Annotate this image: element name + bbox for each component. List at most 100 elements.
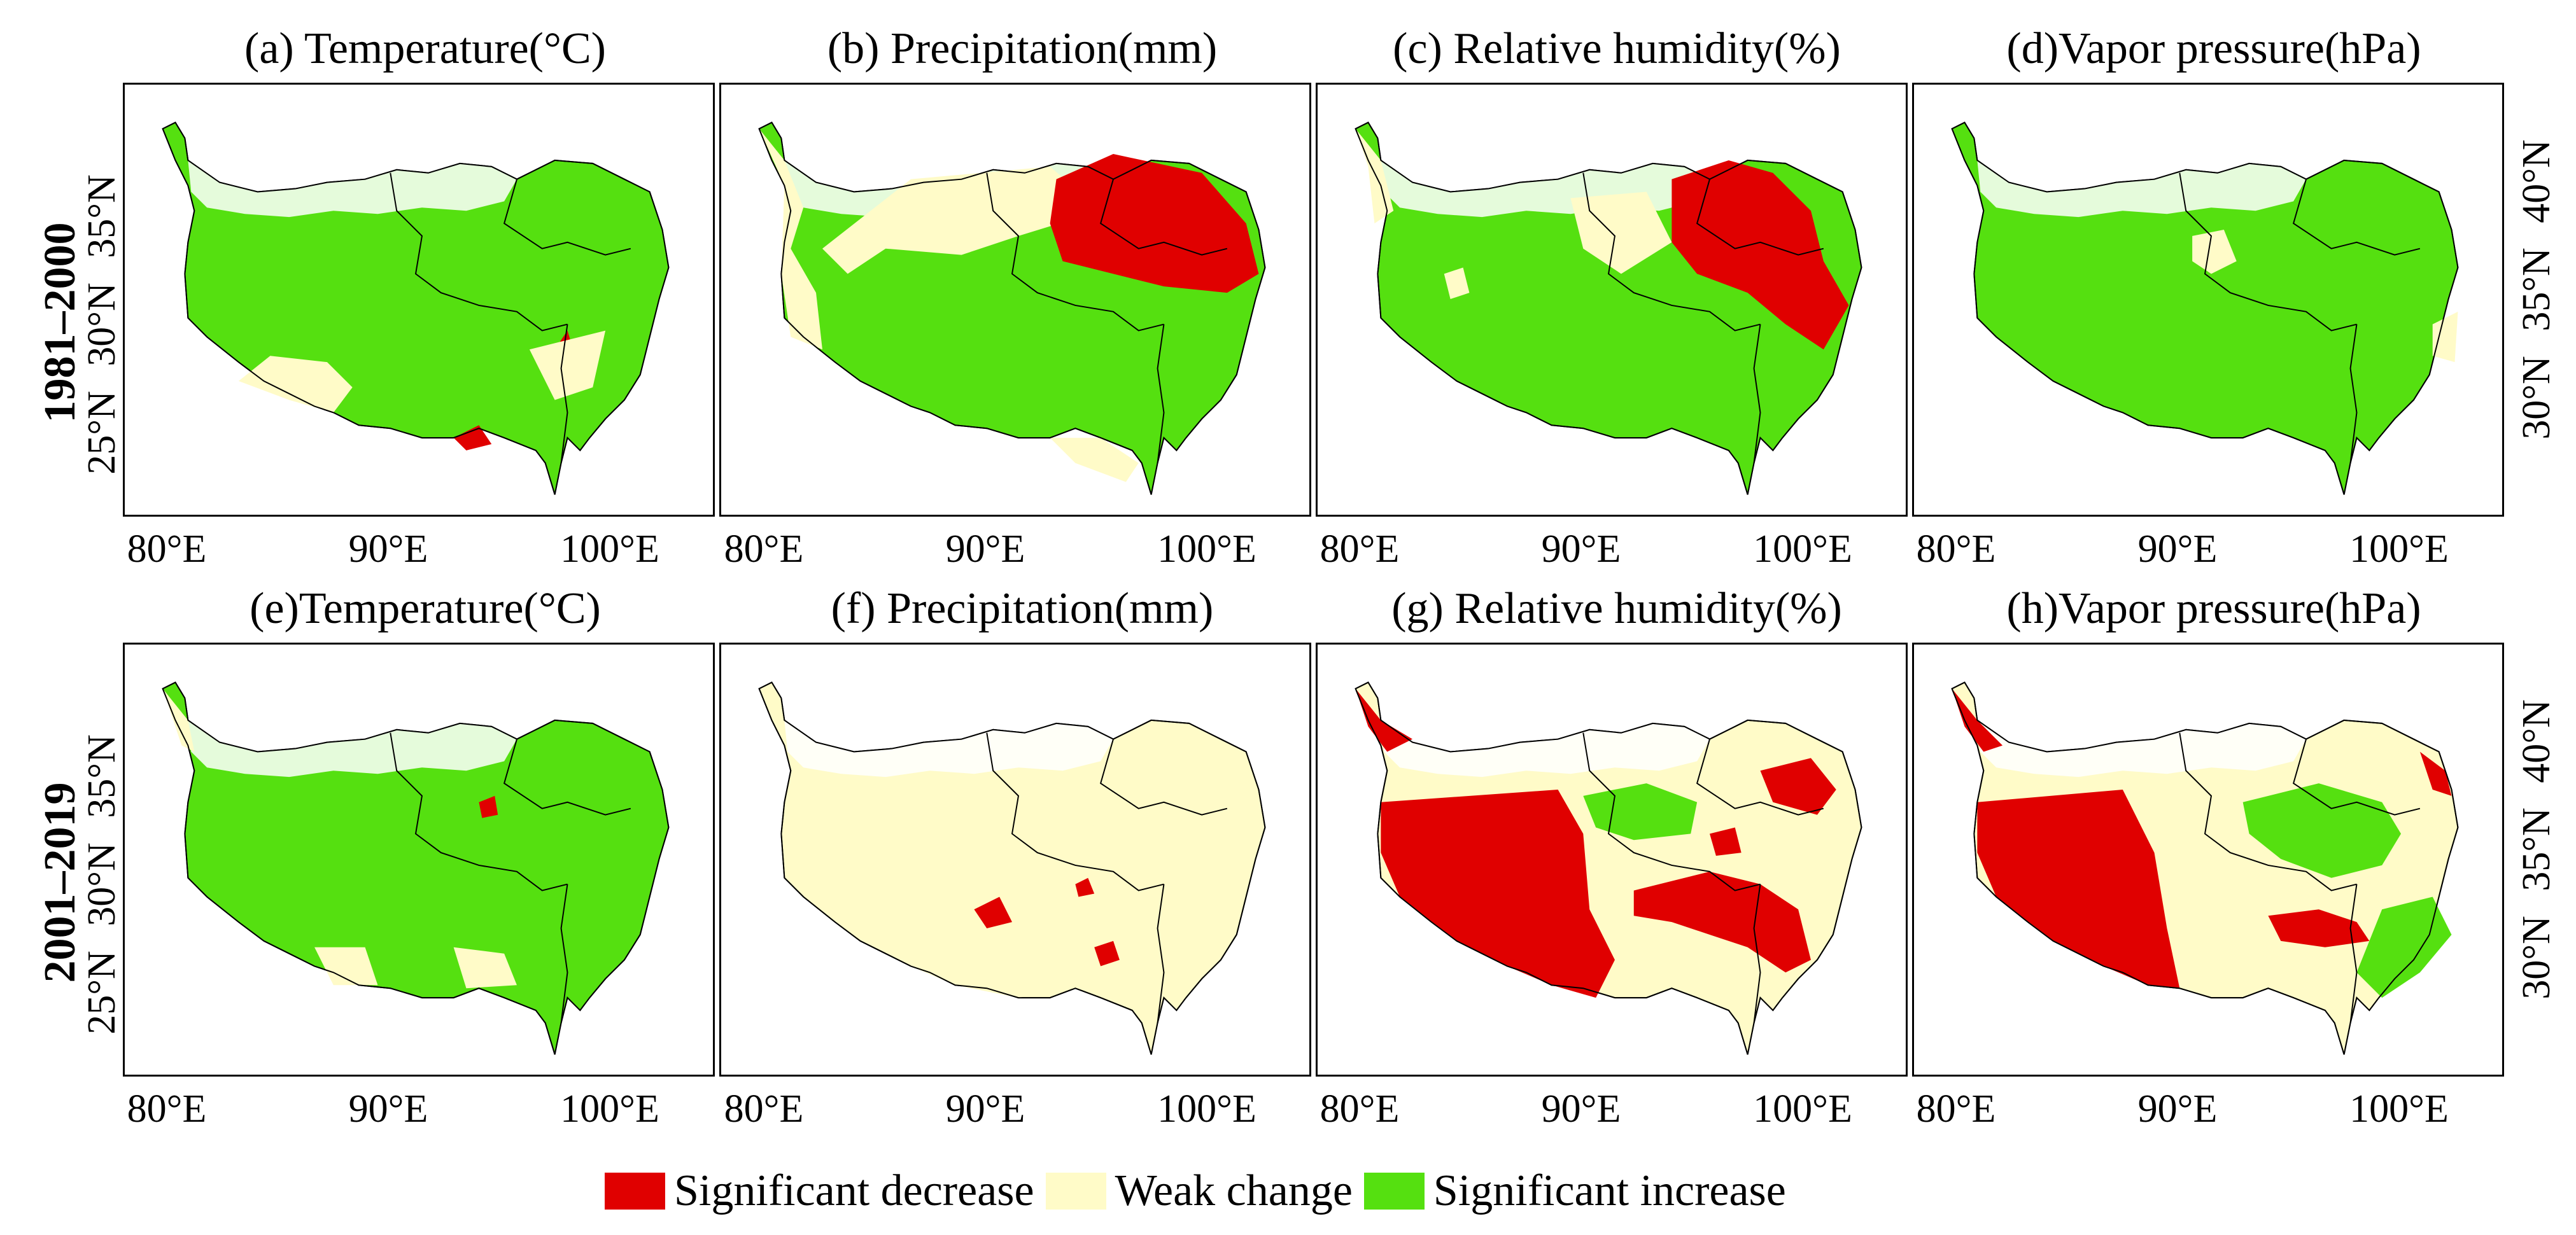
plateau-outline [1951,122,2459,495]
panel-title-h: (h)Vapor pressure(hPa) [2006,584,2421,633]
panel-title-e: (e)Temperature(°C) [250,584,601,633]
region-increase [2356,897,2452,998]
x-tick-80e: 80°E [724,527,804,571]
region-decrease [1760,758,1836,815]
map-panel-f [719,643,1311,1077]
province-border [560,884,568,1023]
province-border [2292,179,2421,256]
panel-title-a: (a) Temperature(°C) [244,24,606,73]
row-label-2001-2019: 2001–2019 [36,782,85,983]
y-tick-25n: 25°N [80,951,123,1035]
province-border [1099,179,1228,256]
legend-label-weak: Weak change [1115,1166,1353,1215]
region-decrease [1355,688,1413,752]
map-panel-e [123,643,715,1077]
y-tick-35n: 35°N [80,174,123,258]
region-weak [879,802,1164,998]
x-tick-90e: 90°E [2137,527,2218,571]
region-weak [1570,192,1672,274]
region-decrease [1050,154,1259,293]
x-tick-100e: 100°E [2349,1087,2449,1131]
region-weak [1050,438,1139,482]
map-panel-d [1912,83,2504,517]
x-tick-80e: 80°E [724,1087,804,1131]
plateau-outline [1951,681,2459,1055]
map-panel-c [1316,83,1908,517]
region-increase [1583,783,1698,841]
province-border [1157,324,1165,463]
x-tick-80e: 80°E [127,1087,207,1131]
map-panel-b [719,83,1311,517]
province-border [2179,732,2357,891]
plateau-outline [758,681,1266,1055]
no-data-region [1381,720,1710,778]
province-border [986,172,1164,331]
map-c [1355,122,1862,495]
region-weak [529,330,606,400]
panel-title-g: (g) Relative humidity(%) [1391,584,1842,633]
region-decrease [1381,789,1615,998]
plateau-outline [1355,681,1862,1055]
x-tick-90e: 90°E [1541,1087,1621,1131]
map-panel-h [1912,643,2504,1077]
y-tick-40n: 40°N [2515,139,2558,223]
region-weak [2192,229,2237,274]
plateau-outline [162,681,670,1055]
province-border [2349,324,2358,463]
plateau-outline [758,122,1266,495]
region-weak [238,356,353,413]
map-f [758,681,1266,1055]
y-tick-40n: 40°N [2515,699,2558,783]
province-border [2179,172,2357,331]
panel-title-d: (d)Vapor pressure(hPa) [2006,24,2421,73]
panel-title-c: (c) Relative humidity(%) [1393,24,1841,73]
y-tick-30n: 30°N [80,283,123,366]
x-tick-100e: 100°E [560,527,659,571]
region-weak [162,688,195,752]
y-tick-35n: 35°N [2515,807,2558,891]
region-decrease [2268,909,2370,947]
region-weak [314,947,378,986]
region-decrease [1633,871,1811,973]
province-border [1157,884,1165,1023]
region-weak [2432,311,2458,363]
province-border [2292,739,2421,816]
row-label-1981-2000: 1981–2000 [36,222,85,423]
region-decrease [974,897,1013,929]
legend-label-increase: Significant increase [1433,1166,1786,1215]
no-data-region [784,720,1113,778]
x-tick-80e: 80°E [127,527,207,571]
region-decrease [2419,751,2452,796]
legend: Significant decrease Weak change Signifi… [605,1169,1786,1213]
province-border [390,172,568,331]
province-border [1753,324,1761,463]
province-border [1099,739,1228,816]
x-tick-100e: 100°E [560,1087,659,1131]
region-decrease [1672,160,1849,350]
map-panel-g [1316,643,1908,1077]
province-border [1696,179,1824,256]
region-decrease [1075,877,1095,897]
map-e [162,681,670,1055]
no-data-region [188,160,517,218]
no-data-region [1977,720,2306,778]
region-decrease [1094,940,1120,966]
x-tick-90e: 90°E [2137,1087,2218,1131]
x-tick-80e: 80°E [1916,1087,1996,1131]
region-decrease [1977,789,2180,989]
map-g [1355,681,1862,1055]
y-tick-35n: 35°N [80,734,123,818]
legend-label-decrease: Significant decrease [674,1166,1034,1215]
region-weak [759,129,822,350]
province-border [503,179,631,256]
x-tick-90e: 90°E [348,527,428,571]
region-decrease [479,795,498,818]
y-tick-30n: 30°N [2515,356,2558,440]
x-tick-90e: 90°E [348,1087,428,1131]
province-border [986,732,1164,891]
plateau-outline [162,122,670,495]
x-tick-100e: 100°E [2349,527,2449,571]
x-tick-100e: 100°E [1753,1087,1852,1131]
map-a [162,122,670,495]
province-border [1753,884,1761,1023]
